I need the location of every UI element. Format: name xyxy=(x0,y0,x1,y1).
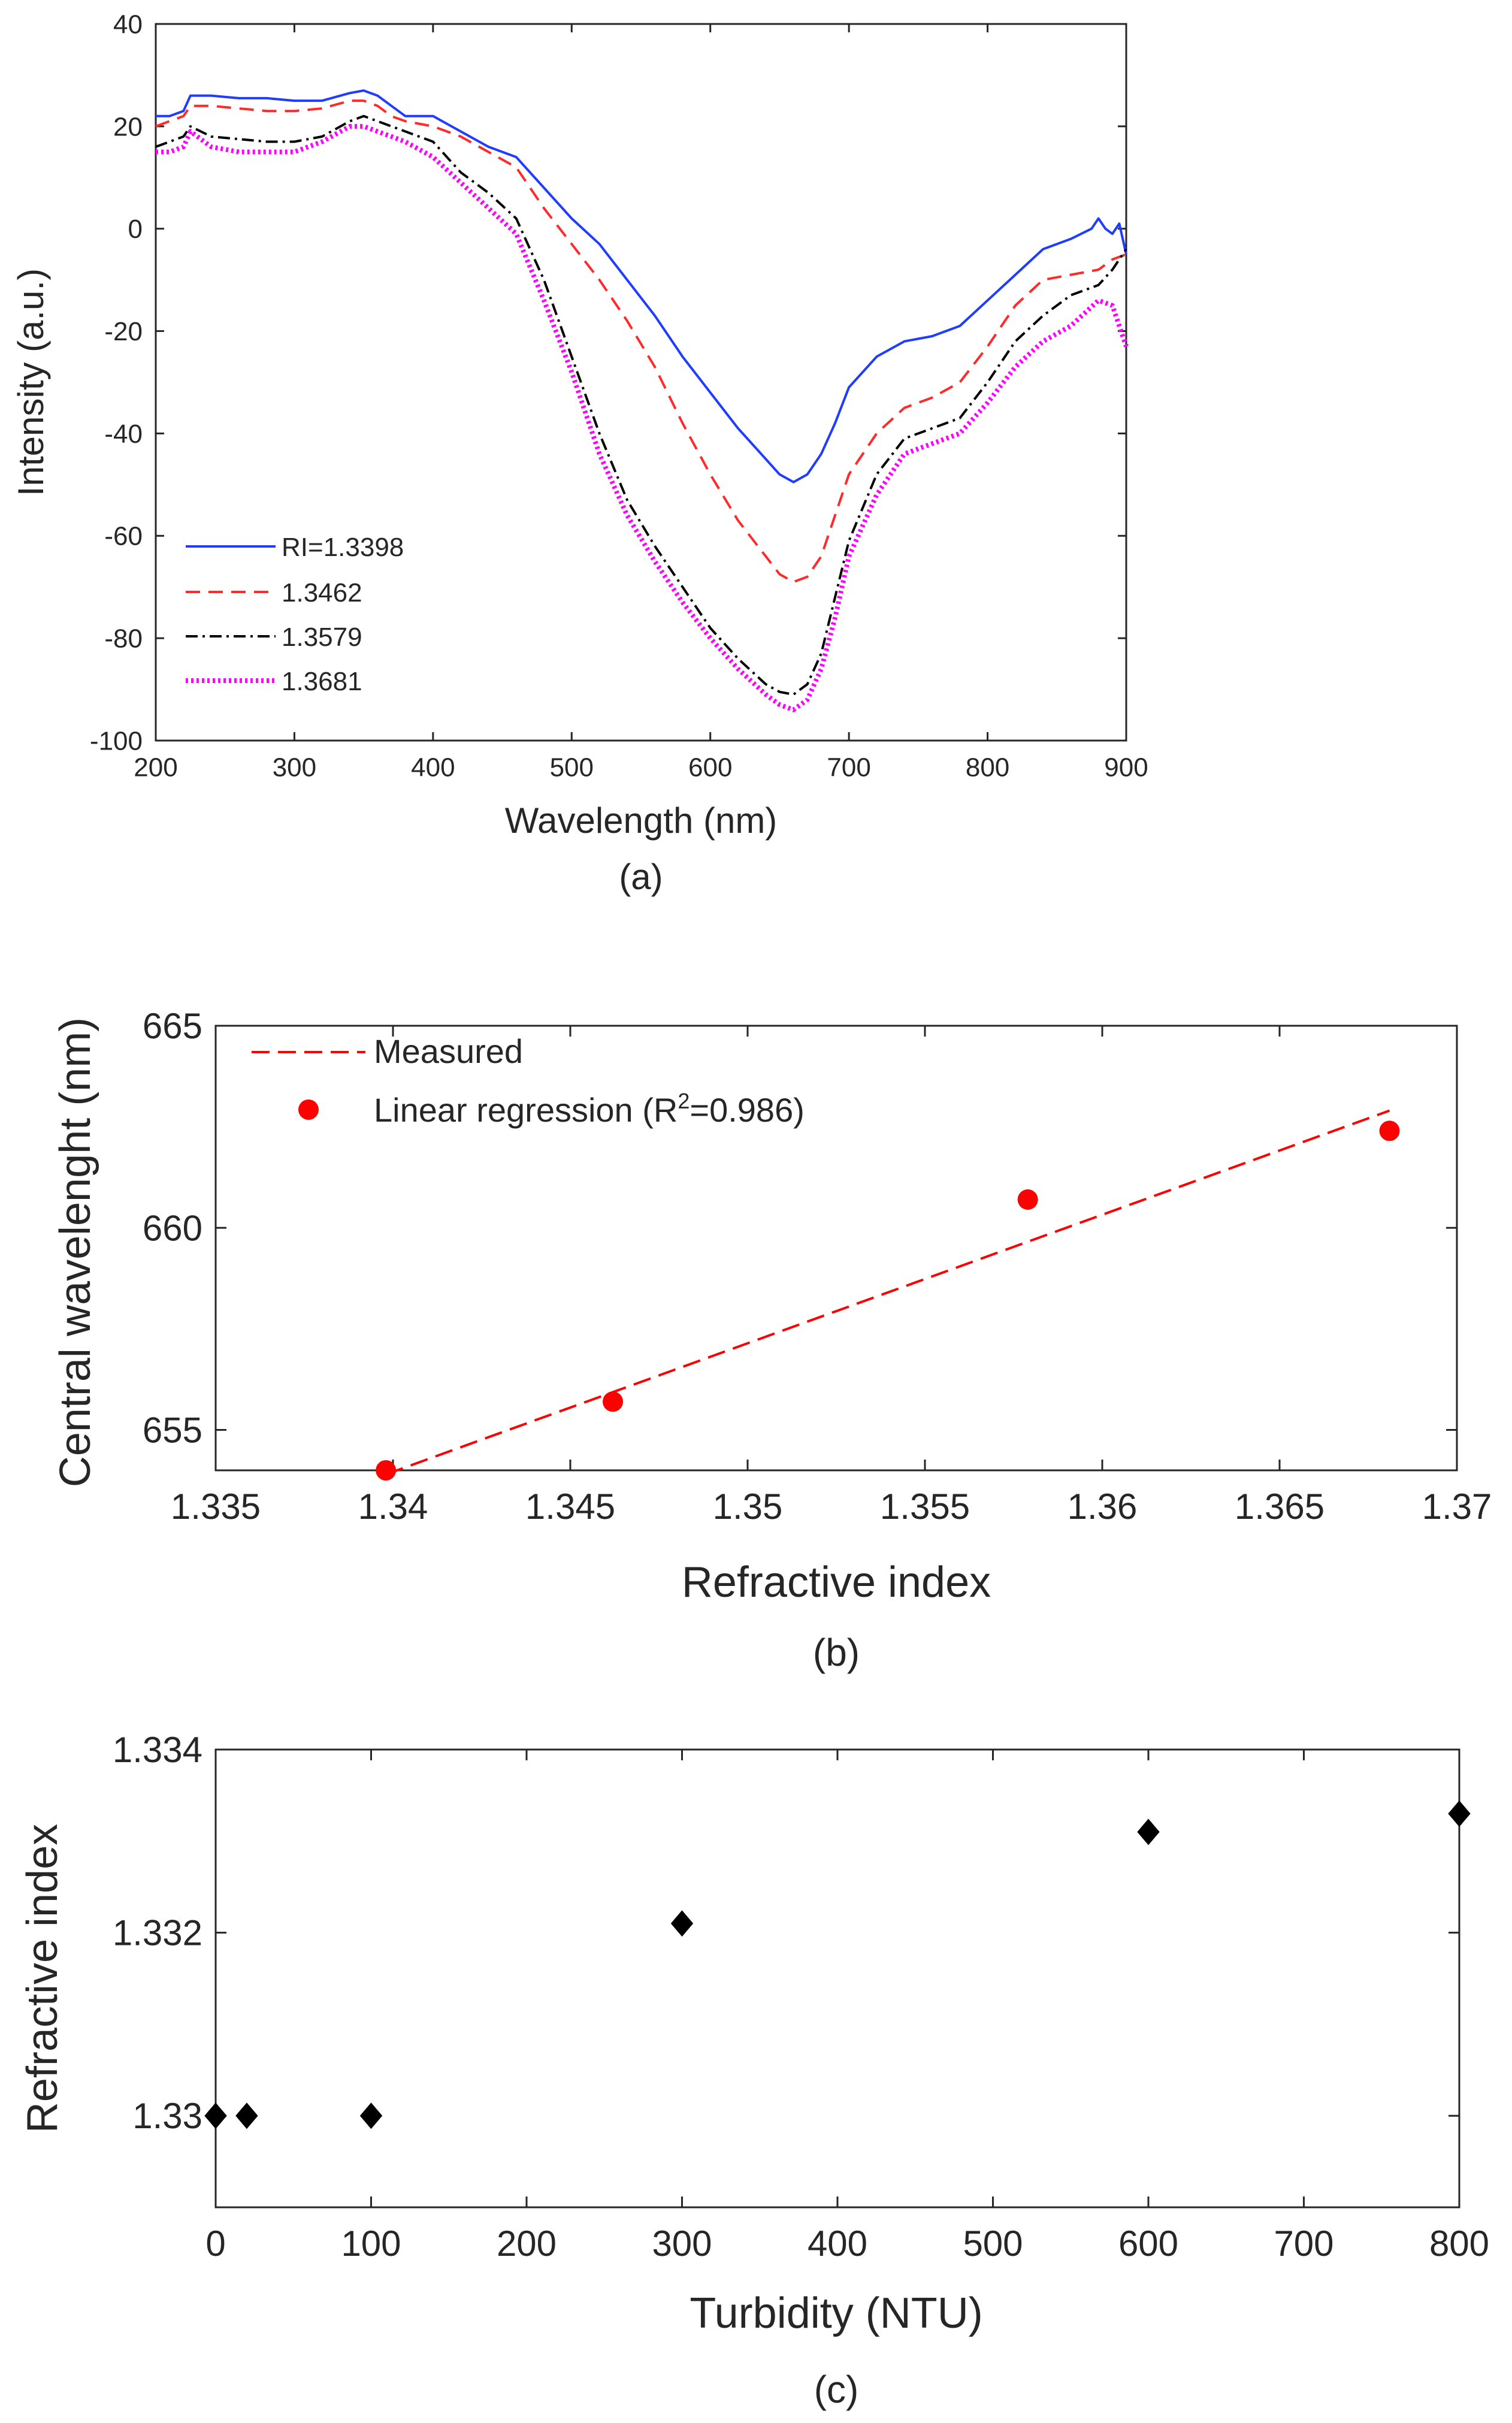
fit-line-b xyxy=(385,1109,1390,1476)
a-xtick-label: 800 xyxy=(966,753,1009,782)
c-ytick-label: 1.332 xyxy=(113,1913,202,1953)
c-xtick-label: 0 xyxy=(205,2223,225,2264)
a-ytick-label: 20 xyxy=(113,112,143,141)
a-xtick-label: 500 xyxy=(550,753,594,782)
legend-b-label-measured: Measured xyxy=(374,1032,523,1070)
b-xtick-label: 1.355 xyxy=(880,1487,970,1527)
c-xtick-label: 300 xyxy=(652,2223,712,2264)
legend-a-label-3: 1.3579 xyxy=(282,623,362,652)
point-c-4 xyxy=(670,1910,694,1937)
legend-a-label-2: 1.3462 xyxy=(282,578,362,608)
point-c-3 xyxy=(359,2102,383,2129)
panel-a-series-group xyxy=(155,89,1129,712)
panel-b-legend: Measured Linear regression (R2=0.986) xyxy=(252,1032,805,1129)
b-ytick-label: 660 xyxy=(143,1208,202,1248)
b-xtick-label: 1.365 xyxy=(1235,1487,1324,1527)
a-ytick-label: -100 xyxy=(90,726,143,756)
a-xtick-label: 700 xyxy=(827,753,870,782)
c-ytick-label: 1.33 xyxy=(132,2096,202,2136)
b-xtick-label: 1.335 xyxy=(171,1487,261,1527)
b-xtick-label: 1.36 xyxy=(1068,1487,1138,1527)
panel-b-plot-area xyxy=(214,1025,1458,1472)
c-ytick-label: 1.334 xyxy=(113,1730,202,1770)
c-xtick-label: 500 xyxy=(963,2223,1023,2264)
panel-a-ticks: 200 300 400 500 600 700 800 900-100-80-60-40-20… xyxy=(90,10,1148,782)
point-c-5 xyxy=(1137,1818,1160,1845)
legend-a-label-4: 1.3681 xyxy=(282,667,362,696)
a-ytick-label: 0 xyxy=(128,214,143,244)
c-xtick-label: 600 xyxy=(1118,2223,1178,2264)
b-xtick-label: 1.34 xyxy=(358,1487,428,1527)
b-ytick-label: 655 xyxy=(143,1410,202,1451)
panel-b-xlabel: Refractive index xyxy=(682,1558,991,1606)
point-c-1 xyxy=(204,2102,227,2129)
a-xtick-label: 600 xyxy=(688,753,732,782)
a-xtick-label: 200 xyxy=(134,753,177,782)
panel-a-xlabel: Wavelength (nm) xyxy=(505,800,778,841)
c-xtick-label: 800 xyxy=(1429,2223,1489,2264)
legend-b-label-sup: 2 xyxy=(678,1089,690,1113)
a-xtick-label: 900 xyxy=(1104,753,1148,782)
legend-b-label-regression: Linear regression (R2=0.986) xyxy=(374,1089,805,1129)
panel-c-ylabel: Refractive index xyxy=(19,1824,66,2133)
panel-a-legend: RI=1.3398 1.3462 1.3579 1.3681 xyxy=(186,533,404,696)
panel-c-ticks: 0 100 200 300 400 500 600 700 800 1.33 1.332 1.334 xyxy=(113,1730,1489,2264)
c-xtick-label: 700 xyxy=(1274,2223,1333,2264)
a-xtick-label: 400 xyxy=(411,753,455,782)
panel-b-caption: (b) xyxy=(813,1631,860,1674)
series-a-1 xyxy=(156,89,1127,484)
panel-b-chart: 1.335 1.34 1.345 1.35 1.355 1.36 1.365 1.37 655 6… xyxy=(52,1006,1492,1674)
point-b-2 xyxy=(603,1391,624,1412)
c-xtick-label: 200 xyxy=(497,2223,557,2264)
point-c-6 xyxy=(1448,1800,1471,1827)
a-ytick-label: -60 xyxy=(104,522,143,551)
series-a-2 xyxy=(155,99,1127,584)
a-ytick-label: -20 xyxy=(104,317,143,346)
point-b-3 xyxy=(1017,1189,1038,1210)
panel-c-xlabel: Turbidity (NTU) xyxy=(690,2289,982,2337)
panel-a-caption: (a) xyxy=(619,857,663,897)
legend-b-label-prefix: Linear regression (R xyxy=(374,1091,678,1129)
panel-c-chart: 0 100 200 300 400 500 600 700 8001.331.3321.334 … xyxy=(19,1730,1489,2411)
legend-a-label-1: RI=1.3398 xyxy=(282,533,404,562)
panel-a-ylabel: Intensity (a.u.) xyxy=(11,268,51,496)
a-ytick-label: -80 xyxy=(104,624,143,654)
legend-b-label-suffix: =0.986) xyxy=(690,1091,805,1129)
panel-c-series-group xyxy=(204,1800,1471,2129)
panel-b-ylabel: Central wavelenght (nm) xyxy=(52,1017,99,1487)
series-a-3 xyxy=(155,114,1127,696)
panel-a-chart: 200 300 400 500 600 700 800 900-100-80-60-40-20… xyxy=(11,10,1148,897)
a-ytick-label: 40 xyxy=(113,10,143,39)
b-xtick-label: 1.345 xyxy=(525,1487,615,1527)
panel-c-plot-area xyxy=(214,1748,1460,2209)
b-ytick-label: 665 xyxy=(143,1006,202,1046)
b-xtick-label: 1.37 xyxy=(1422,1487,1492,1527)
c-xtick-label: 400 xyxy=(808,2223,867,2264)
panel-b-series-group xyxy=(376,1109,1400,1481)
legend-b-regression-marker xyxy=(298,1099,319,1120)
panel-c-caption: (c) xyxy=(814,2368,859,2411)
point-b-4 xyxy=(1379,1120,1400,1141)
a-ytick-label: -40 xyxy=(104,419,143,449)
c-xtick-label: 100 xyxy=(341,2223,401,2264)
b-xtick-label: 1.35 xyxy=(713,1487,783,1527)
point-c-2 xyxy=(235,2102,258,2129)
a-xtick-label: 300 xyxy=(273,753,316,782)
panel-b-ticks: 1.335 1.34 1.345 1.35 1.355 1.36 1.365 1.37 655 6… xyxy=(143,1006,1492,1527)
point-b-1 xyxy=(376,1460,397,1481)
